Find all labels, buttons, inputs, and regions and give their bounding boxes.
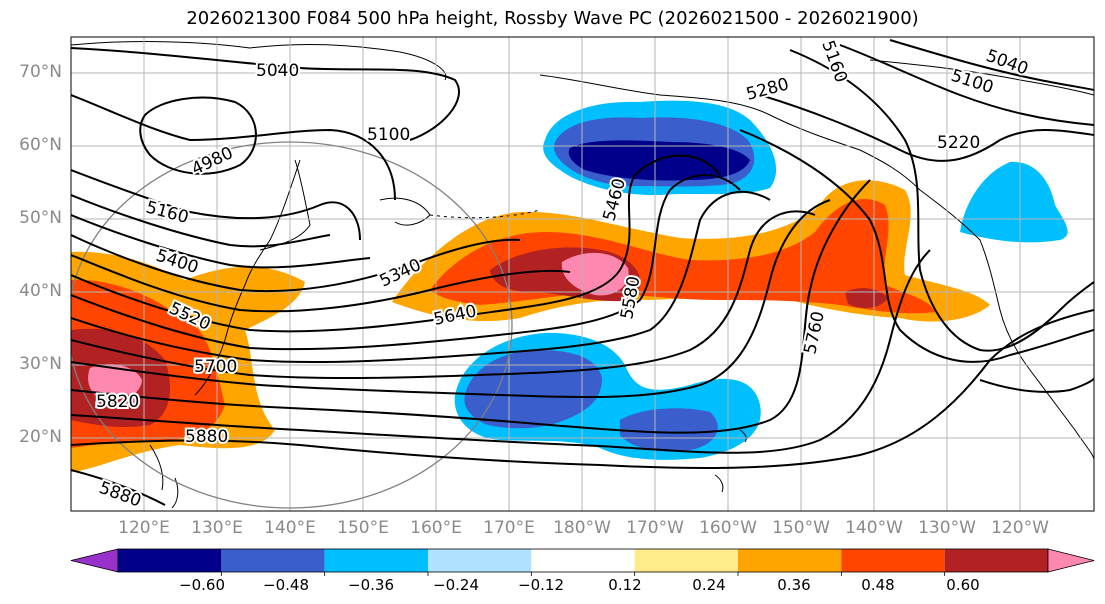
latitude-label: 20°N — [19, 427, 62, 447]
longitude-label: 120°E — [118, 518, 170, 538]
reference-circle — [71, 141, 513, 509]
colorbar-swatch — [118, 549, 222, 572]
anomaly-shading — [71, 100, 1068, 472]
map-title: 2026021300 F084 500 hPa height, Rossby W… — [186, 8, 919, 29]
plot-area: 5040 4980 5100 5160 5400 5520 5700 5820 … — [71, 37, 1094, 511]
colorbar-swatch — [221, 549, 325, 572]
contour-5220 — [71, 194, 331, 248]
longitude-label: 140°E — [264, 518, 316, 538]
longitude-label: 160°W — [699, 518, 757, 538]
contour-5760 — [71, 179, 871, 434]
contour-east-1 — [789, 49, 1094, 352]
colorbar-swatch — [324, 549, 428, 572]
contour-label: 5880 — [185, 427, 228, 447]
contour-5400 — [71, 254, 571, 313]
colorbar-tick-label: 0.48 — [861, 576, 895, 594]
anomaly-region-negative-north-core — [568, 140, 750, 181]
colorbar-tick-label: −0.60 — [179, 576, 225, 594]
anomaly-region-positive-central-core-east — [845, 288, 888, 308]
contour-5880-south — [71, 469, 166, 506]
contour-5640 — [71, 210, 816, 380]
coastlines — [71, 41, 1094, 509]
longitude-label: 180°W — [553, 518, 611, 538]
colorbar-swatch — [738, 549, 842, 572]
contour-label: 5040 — [256, 61, 299, 81]
contour-east-6 — [979, 377, 1094, 393]
contour-5520 — [71, 174, 741, 351]
anomaly-region-negative-south-inner — [464, 350, 602, 429]
latitude-label: 50°N — [19, 208, 62, 228]
coastline-east-asia — [71, 41, 447, 396]
latitude-label: 30°N — [19, 354, 62, 374]
contour-label: 5220 — [937, 133, 980, 153]
anomaly-region-negative-south-inner-east — [620, 408, 718, 452]
coastline-north-america — [919, 189, 1094, 461]
colorbar-swatch — [634, 549, 738, 572]
colorbar-extend-max — [1047, 548, 1095, 573]
contour-4980 — [139, 96, 257, 175]
colorbar-tick-label: 0.12 — [608, 576, 642, 594]
contour-label: 5100 — [367, 125, 410, 145]
anomaly-region-positive-central-peak — [561, 252, 629, 296]
contour-5700 — [71, 199, 831, 399]
coastline-arctic-north — [869, 59, 1094, 96]
colorbar-tick-label: 0.36 — [777, 576, 811, 594]
colorbar — [70, 548, 1095, 576]
contour-5340 — [71, 234, 521, 293]
coastline-aleutians — [429, 209, 541, 219]
colorbar-tick-label: 0.24 — [692, 576, 726, 594]
contour-5460 — [71, 154, 721, 333]
contour-5160 — [71, 169, 361, 241]
coastline-alaska — [539, 74, 921, 191]
colorbar-swatch — [944, 549, 1048, 572]
longitude-label: 130°E — [191, 518, 243, 538]
contour-east-3 — [889, 39, 1094, 91]
longitude-label: 150°E — [337, 518, 389, 538]
contour-label: 5820 — [96, 392, 139, 412]
contour-5580 — [71, 190, 771, 364]
contour-east-5 — [739, 129, 1094, 363]
longitude-label: 170°W — [626, 518, 684, 538]
contour-5100 — [71, 94, 396, 201]
anomaly-region-negative-east — [960, 161, 1068, 243]
latitude-label: 40°N — [19, 281, 62, 301]
plot-frame — [70, 36, 1095, 512]
longitude-label: 140°W — [845, 518, 903, 538]
coastline-hawaii — [714, 429, 747, 493]
anomaly-region-positive-west-peak — [88, 364, 142, 400]
height-contours — [71, 39, 1094, 506]
colorbar-swatch — [531, 549, 635, 572]
contour-5040 — [71, 47, 460, 141]
colorbar-swatch — [841, 549, 945, 572]
contour-east-2 — [839, 44, 1094, 126]
latitude-label: 70°N — [19, 62, 62, 82]
coastline-philippines — [149, 444, 179, 509]
longitude-label: 170°E — [483, 518, 535, 538]
longitude-label: 120°W — [991, 518, 1049, 538]
contour-label: 5700 — [194, 357, 237, 377]
colorbar-extend-min — [70, 548, 119, 573]
contour-east-4 — [759, 94, 1094, 162]
longitude-label: 160°E — [410, 518, 462, 538]
latitude-label: 60°N — [19, 135, 62, 155]
longitude-label: 150°W — [772, 518, 830, 538]
colorbar-tick-label: −0.24 — [433, 576, 479, 594]
colorbar-tick-label: −0.12 — [518, 576, 564, 594]
longitude-label: 130°W — [918, 518, 976, 538]
colorbar-swatch — [428, 549, 532, 572]
contour-5280 — [71, 214, 371, 269]
colorbar-tick-label: 0.60 — [946, 576, 980, 594]
contour-5820 — [71, 249, 931, 454]
colorbar-tick-label: −0.48 — [263, 576, 309, 594]
colorbar-tick-label: −0.36 — [348, 576, 394, 594]
